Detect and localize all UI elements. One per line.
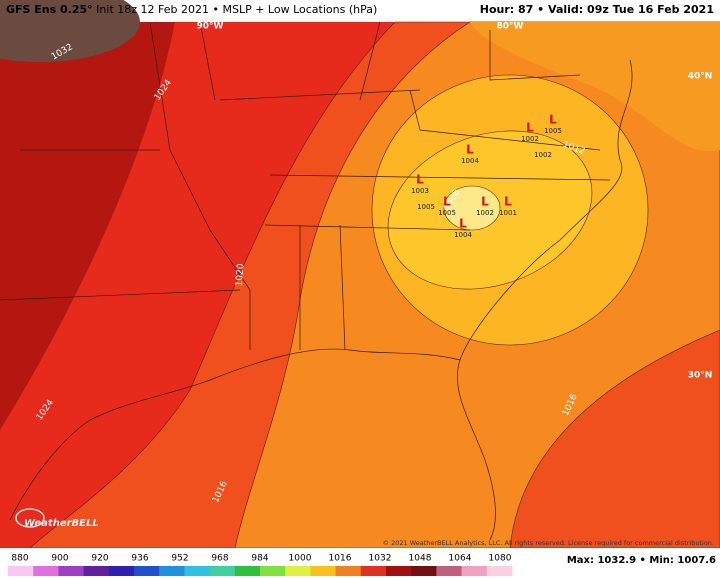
colorbar-swatch — [260, 566, 286, 576]
colorbar-swatch — [134, 566, 160, 576]
colorbar-tick-label: 920 — [91, 554, 108, 564]
low-pressure: 1002 — [521, 135, 539, 143]
copyright: © 2021 WeatherBELL Analytics, LLC. All r… — [383, 539, 714, 547]
colorbar-swatch — [335, 566, 362, 576]
boundaries — [0, 21, 633, 541]
region-1032 — [0, 0, 140, 62]
low-pressure: 1004 — [454, 231, 472, 239]
header-right: Hour: 87 • Valid: 09z Tue 16 Feb 2021 — [480, 3, 714, 16]
init: Init 18z 12 Feb 2021 — [96, 3, 209, 16]
colorbar-tick-label: 936 — [131, 554, 148, 564]
low-marker: L — [416, 173, 424, 187]
colorbar-swatch — [33, 566, 59, 576]
valid: 09z Tue 16 Feb 2021 — [587, 3, 714, 16]
product: MSLP + Low Locations (hPa) — [222, 3, 377, 16]
model: GFS Ens 0.25° — [6, 3, 93, 16]
low-marker: L — [504, 195, 512, 209]
colorbar-tick-label: 1064 — [449, 554, 472, 564]
colorbar-swatch — [209, 566, 236, 576]
header-bg — [0, 0, 720, 22]
low-marker: L — [459, 217, 467, 231]
colorbar-tick-label: 900 — [51, 554, 68, 564]
colorbar-swatch — [108, 566, 135, 576]
stats: Max: 1032.9 • Min: 1007.6 — [567, 555, 716, 566]
colorbar-tick-label: 1048 — [409, 554, 432, 564]
low-pressure: 1004 — [461, 157, 479, 165]
geo-label: 80°W — [497, 22, 524, 32]
valid-label: Valid: — [548, 3, 583, 16]
colorbar-tick-label: 1000 — [289, 554, 312, 564]
colorbar-swatch — [486, 566, 513, 576]
colorbar-swatch — [8, 566, 34, 576]
colorbar: 880 900 920 936 952 968 984 1000 1016 1032 1048 106… — [0, 548, 720, 578]
hour-label: Hour: — [480, 3, 514, 16]
colorbar-tick-label: 952 — [171, 554, 188, 564]
low-marker: L — [549, 113, 557, 127]
colorbar-tick-label: 1032 — [369, 554, 392, 564]
colorbar-swatch — [159, 566, 185, 576]
low-marker: L — [481, 195, 489, 209]
colorbar-swatch — [83, 566, 110, 576]
colorbar-swatch — [360, 566, 387, 576]
colorbar-swatch — [386, 566, 412, 576]
map — [0, 0, 720, 549]
logo-mark — [15, 508, 45, 528]
hour: 87 — [518, 3, 533, 16]
min: 1007.6 — [677, 555, 716, 566]
header-left: GFS Ens 0.25° Init 18z 12 Feb 2021 • MSL… — [6, 3, 377, 16]
colorbar-swatch — [436, 566, 463, 576]
region-1014 — [470, 22, 720, 152]
colorbar-tick-label: 984 — [251, 554, 268, 564]
colorbar-swatch — [184, 566, 211, 576]
pressure-label: 1002 — [534, 151, 552, 159]
colorbar-swatch — [285, 566, 311, 576]
colorbar-tick-label: 880 — [11, 554, 28, 564]
colorbar-tick-label: 1080 — [489, 554, 512, 564]
low-pressure: 1001 — [499, 209, 517, 217]
colorbar-tick-label: 968 — [211, 554, 228, 564]
low-marker: L — [443, 195, 451, 209]
min-label: Min: — [649, 555, 674, 566]
colorbar-swatch — [411, 566, 437, 576]
max: 1032.9 — [597, 555, 636, 566]
low-pressure: 1002 — [476, 209, 494, 217]
low-pressure: 1005 — [544, 127, 562, 135]
low-pressure: 1005 — [438, 209, 456, 217]
low-marker: L — [526, 121, 534, 135]
geo-label: 90°W — [197, 22, 224, 32]
colorbar-swatch — [234, 566, 261, 576]
geo-label: 40°N — [688, 72, 713, 82]
logo: WeatherBELL — [24, 518, 99, 529]
colorbar-tick-label: 1016 — [329, 554, 352, 564]
colorbar-swatch — [58, 566, 85, 576]
colorbar-swatch — [461, 566, 488, 576]
low-pressure: 1003 — [411, 187, 429, 195]
region-1004 — [443, 185, 501, 231]
colorbar-swatch — [310, 566, 337, 576]
low-marker: L — [466, 143, 474, 157]
region-1028 — [0, 22, 175, 430]
contour-label: 1020 — [235, 263, 247, 287]
max-label: Max: — [567, 555, 594, 566]
pressure-label: 1005 — [417, 203, 435, 211]
geo-label: 30°N — [688, 371, 713, 381]
